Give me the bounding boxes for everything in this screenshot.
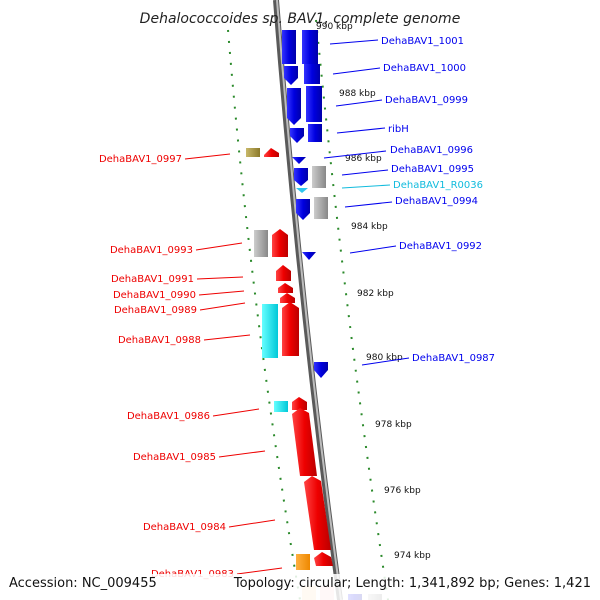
label-leader	[349, 245, 397, 254]
accession-text: Accession: NC_009455	[9, 576, 157, 591]
gene-label: DehaBAV1_0993	[110, 245, 193, 256]
gene-arrow	[302, 252, 316, 260]
gene-label: DehaBAV1_0991	[111, 274, 194, 285]
gene-label: DehaBAV1_0995	[391, 164, 474, 175]
gene-arrow	[264, 148, 279, 157]
label-leader	[323, 150, 387, 159]
label-leader	[195, 242, 243, 251]
gene-arrow	[296, 554, 310, 570]
gene-arrow	[302, 30, 318, 64]
gene-label: DehaBAV1_0987	[412, 353, 495, 364]
topology-text: Topology: circular; Length: 1,341,892 bp…	[233, 576, 591, 591]
footer-backdrop	[0, 574, 600, 600]
right-gene-labels: DehaBAV1_1001 DehaBAV1_1000 DehaBAV1_099…	[323, 36, 495, 366]
scale-ticks: 990 kbp 988 kbp 986 kbp 984 kbp 982 kbp …	[316, 22, 431, 561]
label-leader	[203, 334, 251, 341]
tick-label: 976 kbp	[384, 486, 421, 496]
map-title: Dehalococcoides sp. BAV1, complete genom…	[140, 11, 461, 27]
gene-label: DehaBAV1_0997	[99, 154, 182, 165]
gene-label: DehaBAV1_0989	[114, 305, 197, 316]
gene-label: DehaBAV1_R0036	[393, 180, 483, 191]
gene-label: DehaBAV1_0988	[118, 335, 201, 346]
gene-arrow	[292, 408, 317, 476]
tick-label: 990 kbp	[316, 22, 353, 32]
label-leader	[218, 450, 266, 458]
label-leader	[344, 201, 393, 208]
gene-label: DehaBAV1_0994	[395, 196, 478, 207]
gene-arrow	[284, 66, 298, 85]
gene-arrow	[294, 168, 308, 186]
label-leader	[198, 290, 245, 296]
gene-arrow	[246, 148, 260, 157]
tick-tracks	[227, 19, 389, 600]
tick-label: 978 kbp	[375, 420, 412, 430]
label-leader	[236, 567, 283, 575]
label-leader	[335, 99, 383, 107]
tick-label: 986 kbp	[345, 154, 382, 164]
gene-label: DehaBAV1_0999	[385, 95, 468, 106]
label-leader	[361, 357, 410, 366]
gene-label: DehaBAV1_0986	[127, 411, 210, 422]
gene-arrow	[272, 229, 288, 257]
label-leader	[199, 302, 246, 311]
gene-arrow	[276, 265, 291, 281]
gene-arrow	[280, 293, 295, 303]
label-leader	[228, 519, 276, 528]
gene-arrow	[314, 197, 328, 219]
gene-arrow	[314, 552, 333, 566]
left-gene-labels: DehaBAV1_0997 DehaBAV1_0993 DehaBAV1_099…	[99, 153, 283, 580]
gene-label: DehaBAV1_0984	[143, 522, 226, 533]
gene-arrow	[262, 304, 278, 358]
label-leader	[341, 184, 391, 189]
gene-arrow	[282, 302, 299, 356]
gene-arrow	[306, 86, 322, 122]
gene-arrow	[314, 362, 328, 378]
label-leader	[184, 153, 231, 160]
gene-arrow	[274, 401, 288, 412]
tick-label: 984 kbp	[351, 222, 388, 232]
gene-label: DehaBAV1_1000	[383, 63, 466, 74]
tick-label: 988 kbp	[339, 89, 376, 99]
label-leader	[196, 276, 244, 280]
label-leader	[329, 39, 379, 45]
tick-label: 982 kbp	[357, 289, 394, 299]
gene-label: ribH	[388, 124, 409, 135]
gene-arrow	[312, 166, 326, 188]
gene-arrow	[296, 188, 308, 193]
gene-arrow	[304, 64, 320, 84]
gene-arrow	[304, 476, 331, 550]
gene-arrow	[308, 124, 322, 142]
label-leader	[212, 408, 260, 417]
gene-label: DehaBAV1_0992	[399, 241, 482, 252]
gene-label: DehaBAV1_1001	[381, 36, 464, 47]
gene-arrow	[254, 230, 268, 257]
gene-arrow	[282, 30, 296, 64]
gene-arrow	[292, 397, 307, 410]
gene-label: DehaBAV1_0985	[133, 452, 216, 463]
gene-shapes	[246, 30, 382, 600]
gene-arrow	[287, 88, 301, 125]
label-leader	[336, 127, 386, 134]
gene-arrow	[296, 199, 310, 220]
tick-label: 974 kbp	[394, 551, 431, 561]
gene-label: DehaBAV1_0996	[390, 145, 473, 156]
gene-arrow	[292, 157, 306, 164]
tick-label: 980 kbp	[366, 353, 403, 363]
gene-arrow	[278, 283, 293, 293]
gene-arrow	[290, 128, 304, 143]
backbone	[273, 0, 343, 600]
label-leader	[341, 169, 389, 176]
gene-label: DehaBAV1_0990	[113, 290, 196, 301]
label-leader	[332, 67, 381, 75]
